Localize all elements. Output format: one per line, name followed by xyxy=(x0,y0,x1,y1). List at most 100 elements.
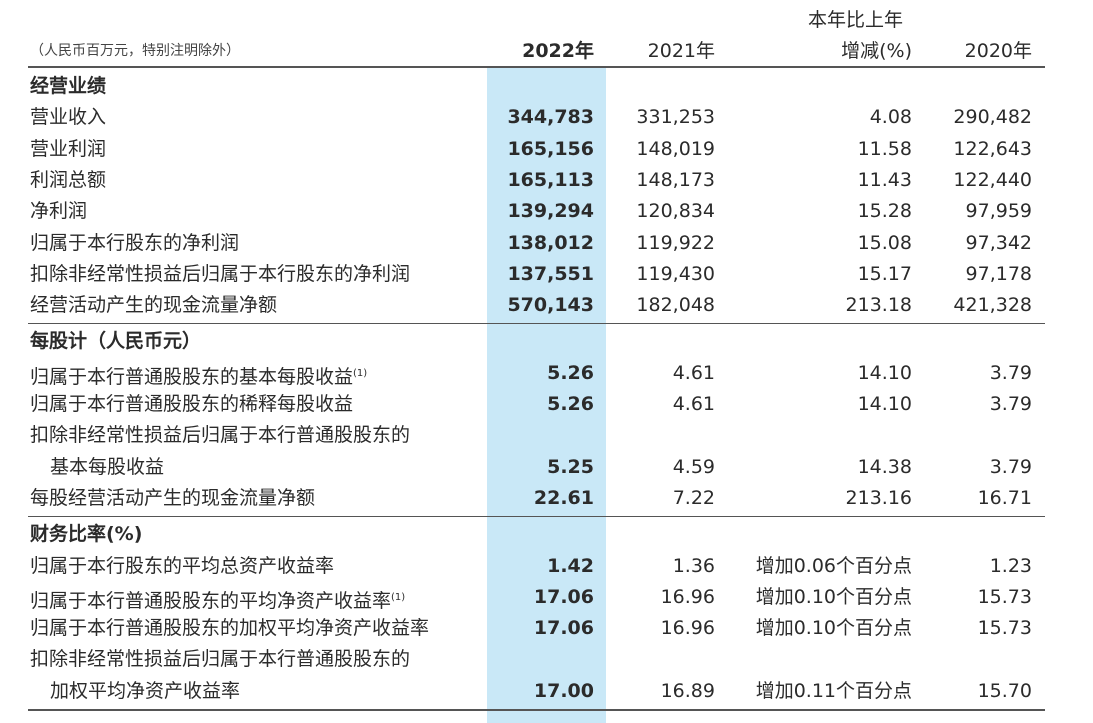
value-2021: 16.89 xyxy=(660,679,715,702)
value-2020: 3.79 xyxy=(989,393,1032,415)
row-label: 净利润 xyxy=(30,196,87,227)
row-label: 营业收入 xyxy=(30,102,106,133)
row-label: 归属于本行普通股股东的基本每股收益(1) xyxy=(30,358,367,393)
value-2021: 1.36 xyxy=(672,554,715,577)
value-2022: 17.06 xyxy=(533,585,594,608)
row-label: 归属于本行股东的平均总资产收益率 xyxy=(30,551,334,582)
table-row: 营业利润 165,156 148,019 11.58 122,643 xyxy=(0,134,1093,165)
table-row: 每股经营活动产生的现金流量净额 22.61 7.22 213.16 16.71 xyxy=(0,483,1093,514)
table-row: 归属于本行股东的平均总资产收益率 1.42 1.36 增加0.06个百分点 1.23 xyxy=(0,551,1093,582)
table-row: 基本每股收益 5.25 4.59 14.38 3.79 xyxy=(0,452,1093,483)
value-2020: 15.70 xyxy=(977,679,1032,702)
header-rule xyxy=(28,66,1045,68)
value-2020: 97,178 xyxy=(965,262,1032,285)
header-2021: 2021年 xyxy=(647,40,715,62)
value-2020: 3.79 xyxy=(989,455,1032,478)
header-change-line1: 本年比上年 xyxy=(808,9,904,31)
section-heading: 经营业绩 xyxy=(0,71,1093,102)
value-2021: 16.96 xyxy=(660,617,715,640)
value-2021: 120,834 xyxy=(636,200,715,223)
footnote-marker: (1) xyxy=(391,591,406,603)
table-row: 利润总额 165,113 148,173 11.43 122,440 xyxy=(0,165,1093,196)
row-label-text: 归属于本行普通股股东的加权平均净资产收益率 xyxy=(30,617,430,640)
table-row: 归属于本行普通股股东的基本每股收益(1) 5.26 4.61 14.10 3.79 xyxy=(0,358,1093,389)
value-2022: 5.26 xyxy=(547,361,594,384)
value-2022: 344,783 xyxy=(507,106,594,129)
value-change: 15.28 xyxy=(857,200,912,223)
unit-note: （人民币百万元，特别注明除外） xyxy=(30,43,240,59)
value-change: 增加0.10个百分点 xyxy=(755,617,912,640)
row-label: 归属于本行普通股股东的加权平均净资产收益率 xyxy=(30,613,429,644)
table-row: 归属于本行普通股股东的加权平均净资产收益率 17.06 16.96 增加0.10个百分… xyxy=(0,613,1093,644)
row-label-text: 归属于本行股东的净利润 xyxy=(30,231,240,254)
row-label: 每股经营活动产生的现金流量净额 xyxy=(30,483,315,514)
section-heading: 每股计（人民币元） xyxy=(0,326,1093,357)
row-label: 营业利润 xyxy=(30,134,106,165)
value-2022: 165,113 xyxy=(507,168,594,191)
value-2021: 16.96 xyxy=(660,585,715,608)
value-change: 11.58 xyxy=(857,137,912,160)
value-2021: 148,019 xyxy=(636,137,715,160)
value-2022: 165,156 xyxy=(507,137,594,160)
value-2020: 15.73 xyxy=(977,617,1032,640)
value-2021: 119,922 xyxy=(636,231,715,254)
row-label: 归属于本行普通股股东的平均净资产收益率(1) xyxy=(30,582,405,617)
table-row-label-line: 扣除非经常性损益后归属于本行普通股股东的 xyxy=(0,644,1093,675)
value-2021: 148,173 xyxy=(636,168,715,191)
value-change: 11.43 xyxy=(857,168,912,191)
value-2021: 4.59 xyxy=(672,455,715,478)
section-title: 财务比率(%) xyxy=(30,523,143,546)
table-row: 扣除非经常性损益后归属于本行股东的净利润 137,551 119,430 15.17 9… xyxy=(0,259,1093,290)
value-2020: 290,482 xyxy=(953,106,1032,129)
row-label: 利润总额 xyxy=(30,165,106,196)
value-2021: 182,048 xyxy=(636,294,715,317)
table-row: 营业收入 344,783 331,253 4.08 290,482 xyxy=(0,102,1093,133)
row-label: 扣除非经常性损益后归属于本行普通股股东的 xyxy=(30,424,411,447)
value-2022: 5.26 xyxy=(547,393,594,415)
value-2021: 331,253 xyxy=(636,106,715,129)
row-label: 基本每股收益 xyxy=(50,452,164,483)
value-2021: 4.61 xyxy=(672,393,715,415)
row-label-text: 归属于本行股东的平均总资产收益率 xyxy=(30,554,335,577)
row-label: 归属于本行普通股股东的稀释每股收益 xyxy=(30,389,353,420)
value-change: 15.17 xyxy=(857,262,912,285)
table-row: 净利润 139,294 120,834 15.28 97,959 xyxy=(0,196,1093,227)
row-label: 归属于本行股东的净利润 xyxy=(30,228,239,259)
value-change: 14.10 xyxy=(857,393,912,415)
row-label-text: 基本每股收益 xyxy=(50,455,165,478)
value-change: 14.38 xyxy=(857,455,912,478)
value-2020: 1.23 xyxy=(989,554,1032,577)
row-label-text: 净利润 xyxy=(30,200,88,223)
section-divider xyxy=(28,516,1045,518)
value-2022: 138,012 xyxy=(507,231,594,254)
value-change: 4.08 xyxy=(869,106,912,129)
value-2020: 122,643 xyxy=(953,137,1032,160)
value-2022: 137,551 xyxy=(507,262,594,285)
row-label-text: 归属于本行普通股股东的平均净资产收益率 xyxy=(30,589,392,612)
footnote-marker: (1) xyxy=(353,367,368,379)
table-row: 归属于本行普通股股东的稀释每股收益 5.26 4.61 14.10 3.79 xyxy=(0,389,1093,420)
row-label: 扣除非经常性损益后归属于本行普通股股东的 xyxy=(30,648,411,671)
row-label: 经营活动产生的现金流量净额 xyxy=(30,290,277,321)
value-2020: 3.79 xyxy=(989,361,1032,384)
row-label-text: 扣除非经常性损益后归属于本行股东的净利润 xyxy=(30,262,411,285)
row-label-text: 营业收入 xyxy=(30,106,107,129)
section-divider xyxy=(28,709,1045,711)
table-row: 经营活动产生的现金流量净额 570,143 182,048 213.18 421,328 xyxy=(0,290,1093,321)
value-2020: 122,440 xyxy=(953,168,1032,191)
row-label-text: 归属于本行普通股股东的稀释每股收益 xyxy=(30,393,354,415)
row-label-text: 每股经营活动产生的现金流量净额 xyxy=(30,486,316,509)
highlight-column-2022 xyxy=(487,67,606,723)
section-title: 每股计（人民币元） xyxy=(30,330,202,353)
value-2022: 17.00 xyxy=(533,679,594,702)
row-label-text: 营业利润 xyxy=(30,137,107,160)
value-2020: 16.71 xyxy=(977,486,1032,509)
value-2022: 5.25 xyxy=(547,455,594,478)
value-2020: 421,328 xyxy=(953,294,1032,317)
value-change: 213.16 xyxy=(845,486,912,509)
value-change: 213.18 xyxy=(845,294,912,317)
value-change: 增加0.06个百分点 xyxy=(755,554,912,577)
value-2020: 97,959 xyxy=(965,200,1032,223)
value-2020: 15.73 xyxy=(977,585,1032,608)
header-change-line2: 增减(%) xyxy=(841,40,912,62)
